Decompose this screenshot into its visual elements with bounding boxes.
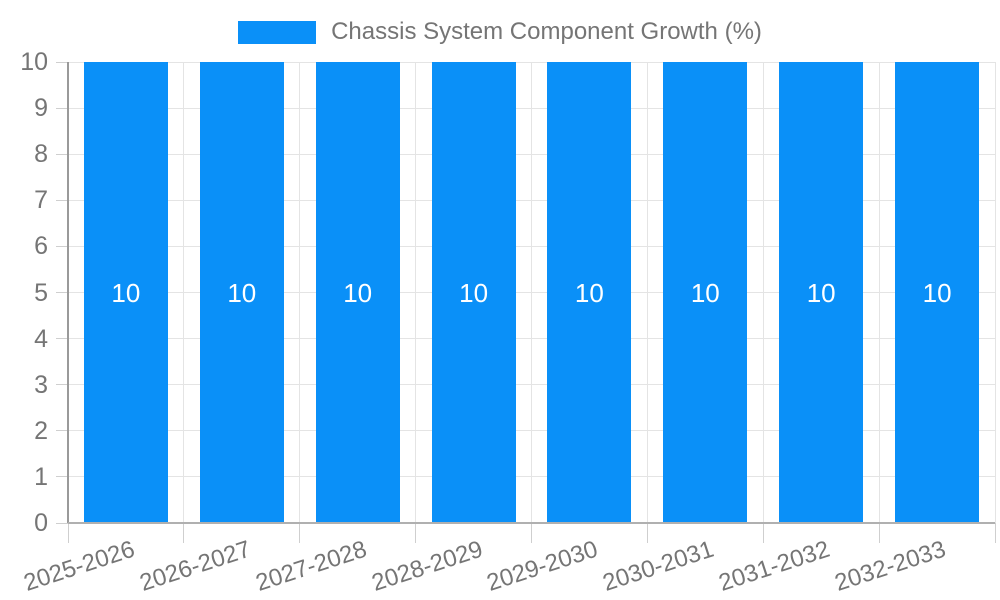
bar[interactable] bbox=[431, 62, 516, 523]
gridline-vertical bbox=[646, 62, 648, 523]
x-axis-tick bbox=[67, 523, 69, 543]
bar[interactable] bbox=[895, 62, 980, 523]
x-axis-tick bbox=[878, 523, 880, 543]
legend-swatch bbox=[238, 20, 317, 44]
bar-value-label: 10 bbox=[459, 277, 489, 308]
gridline-vertical bbox=[415, 62, 417, 523]
x-axis-tick bbox=[531, 523, 532, 543]
y-axis-tick bbox=[56, 199, 68, 201]
bar[interactable] bbox=[315, 62, 400, 523]
y-axis-tick bbox=[56, 153, 68, 155]
y-axis-tick bbox=[56, 292, 68, 293]
gridline-vertical bbox=[878, 62, 880, 523]
y-axis-label: 8 bbox=[34, 140, 48, 169]
bar-value-label: 10 bbox=[227, 277, 257, 308]
x-axis-tick bbox=[183, 523, 185, 543]
y-axis-label: 5 bbox=[34, 278, 48, 307]
y-axis-label: 9 bbox=[34, 94, 48, 123]
bar-value-label: 10 bbox=[922, 277, 952, 308]
bar[interactable] bbox=[779, 62, 864, 523]
y-axis-label: 3 bbox=[34, 370, 48, 399]
bar-value-label: 10 bbox=[111, 277, 141, 308]
bar[interactable] bbox=[83, 62, 168, 523]
y-axis-line bbox=[67, 62, 69, 523]
y-axis-tick bbox=[56, 476, 68, 478]
x-axis-line bbox=[68, 522, 995, 524]
bar-value-label: 10 bbox=[343, 277, 373, 308]
gridline-vertical bbox=[762, 62, 764, 523]
y-axis-label: 1 bbox=[34, 462, 48, 491]
x-axis-tick bbox=[762, 523, 764, 543]
y-axis-label: 10 bbox=[20, 48, 48, 76]
y-axis-label: 2 bbox=[34, 416, 48, 445]
y-axis-label: 7 bbox=[34, 186, 48, 215]
y-axis-tick bbox=[56, 522, 68, 524]
gridline-vertical bbox=[531, 62, 532, 523]
bar-value-label: 10 bbox=[806, 277, 836, 308]
bar[interactable] bbox=[199, 62, 284, 523]
bar-value-label: 10 bbox=[690, 277, 720, 308]
gridline-vertical bbox=[994, 62, 996, 523]
legend: Chassis System Component Growth (%) bbox=[0, 18, 1000, 46]
bar[interactable] bbox=[663, 62, 748, 523]
x-axis-tick bbox=[415, 523, 417, 543]
gridline-vertical bbox=[299, 62, 301, 523]
y-axis-tick bbox=[56, 430, 68, 432]
x-axis-tick bbox=[299, 523, 301, 543]
y-axis-label: 4 bbox=[34, 324, 48, 353]
bar-value-label: 10 bbox=[574, 277, 604, 308]
x-axis-tick bbox=[994, 523, 996, 543]
y-axis-label: 6 bbox=[34, 232, 48, 261]
gridline-vertical bbox=[183, 62, 185, 523]
x-axis-tick bbox=[646, 523, 648, 543]
legend-label: Chassis System Component Growth (%) bbox=[331, 18, 762, 45]
y-axis-tick bbox=[56, 107, 68, 109]
y-axis-label: 0 bbox=[34, 509, 48, 537]
y-axis-tick bbox=[56, 61, 68, 63]
y-axis-tick bbox=[56, 338, 68, 340]
bar[interactable] bbox=[547, 62, 632, 523]
y-axis-tick bbox=[56, 384, 68, 386]
y-axis-tick bbox=[56, 245, 68, 247]
